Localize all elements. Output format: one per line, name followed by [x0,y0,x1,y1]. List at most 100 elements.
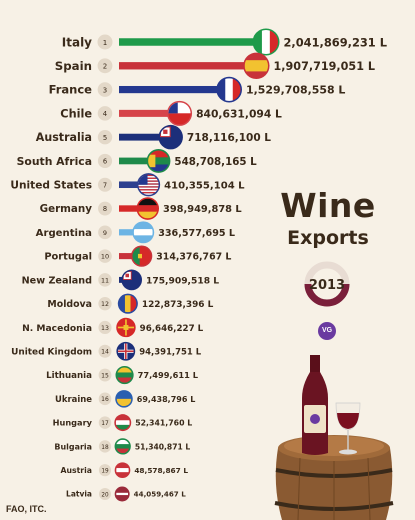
wine-bottle-illustration [302,355,328,455]
country-label: Spain [55,59,92,73]
rank-badge [98,249,112,263]
south-africa-flag-icon [146,149,171,173]
north-macedonia-flag-icon [116,317,136,338]
chart-row-12: Moldova 12 122,873,396 L [47,293,214,314]
wine-glass-illustration [335,402,361,455]
chart-row-20: Latvia 20 44,059,467 L [66,486,186,502]
chart-row-5: Australia 5 718,116,100 L [36,124,271,150]
value-label: 94,391,751 L [139,346,202,356]
country-label: Hungary [53,418,93,428]
chart-row-7: United States 7 410,355,104 L [10,173,245,197]
chart-row-3: France 3 1,529,708,558 L [49,76,345,103]
rank-badge [98,273,112,287]
bar [119,109,180,117]
rank-badge [98,297,112,311]
country-label: New Zealand [22,275,92,286]
lithuania-flag-icon [115,365,134,385]
value-label: 1,529,708,558 L [246,84,345,97]
country-label: United Kingdom [11,347,92,357]
rank-badge [98,201,112,216]
country-label: United States [10,180,92,192]
rank-label: 14 [101,349,109,356]
chart-subtitle: Exports [287,227,369,249]
bar [119,157,159,165]
rank-badge [97,129,113,145]
rank-label: 4 [103,110,107,118]
country-label: N. Macedonia [22,323,92,334]
country-label: Moldova [47,299,92,310]
rank-label: 18 [101,445,109,451]
rank-badge [97,177,113,192]
bar [119,253,142,260]
country-label: Portugal [44,252,92,263]
country-label: Latvia [66,490,92,499]
year-label: 2013 [309,278,345,293]
country-label: Lithuania [46,371,92,381]
bar [119,38,266,46]
rank-label: 19 [101,469,109,475]
value-label: 840,631,094 L [196,107,282,120]
chart-rows: Italy 1 2,041,869,231 L Spain 2 1,907,719,051… [10,28,387,502]
brand-logo: VG [318,322,336,340]
argentina-flag-icon [132,221,155,244]
france-flag-icon [216,76,242,103]
portugal-flag-icon [130,245,153,267]
source-note: FAO, ITC. [6,504,47,514]
bar [119,205,148,212]
value-label: 410,355,104 L [164,181,245,192]
rank-label: 16 [101,396,109,403]
rank-label: 20 [101,492,109,498]
rank-label: 6 [103,158,107,166]
rank-label: 7 [103,181,107,189]
country-label: Argentina [36,228,93,239]
rank-label: 12 [101,301,109,308]
chart-row-10: Portugal 10 314,376,767 L [44,245,231,267]
bar [119,181,149,189]
rank-badge [97,58,113,74]
value-label: 48,578,867 L [134,466,188,475]
chart-row-4: Chile 4 840,631,094 L [60,100,282,126]
chart-row-17: Hungary 17 52,341,760 L [53,414,192,432]
australia-flag-icon [158,124,183,150]
chart-title: Wine [280,186,376,225]
rank-badge [98,320,112,335]
chart-row-6: South Africa 6 548,708,165 L [17,149,257,173]
germany-flag-icon [136,197,160,220]
value-label: 1,907,719,051 L [274,60,375,73]
country-label: Australia [36,131,92,144]
rank-label: 1 [103,38,108,47]
rank-badge [98,344,112,358]
italy-flag-icon [252,28,280,56]
chart-row-11: New Zealand 11 175,909,518 L [22,269,219,291]
chart-row-13: N. Macedonia 13 96,646,227 L [22,317,204,338]
austria-flag-icon [114,462,131,479]
rank-label: 13 [101,325,109,332]
rank-label: 8 [103,205,107,213]
rank-badge [98,225,112,240]
value-label: 77,499,611 L [138,370,199,380]
bar [119,133,171,141]
rank-label: 10 [101,253,109,261]
united-states-flag-icon [136,173,161,197]
value-label: 52,341,760 L [135,419,192,428]
rank-badge [97,82,113,97]
value-label: 336,577,695 L [158,228,235,239]
value-label: 2,041,869,231 L [284,35,387,49]
rank-label: 3 [103,86,107,94]
rank-badge [98,416,112,429]
rank-badge [98,464,112,477]
bar [119,229,144,236]
country-label: Ukraine [55,394,92,404]
chart-row-8: Germany 8 398,949,878 L [40,197,242,220]
chart-row-14: United Kingdom 14 94,391,751 L [11,341,202,361]
country-label: Bulgaria [54,442,92,451]
rank-label: 17 [101,421,109,427]
bulgaria-flag-icon [114,438,131,455]
spain-flag-icon [243,52,270,79]
country-label: Austria [61,466,92,475]
value-label: 51,340,871 L [135,442,191,451]
rank-badge [98,440,112,453]
value-label: 314,376,767 L [156,252,231,263]
rank-label: 9 [103,229,107,237]
year-ring-arc [304,283,350,307]
